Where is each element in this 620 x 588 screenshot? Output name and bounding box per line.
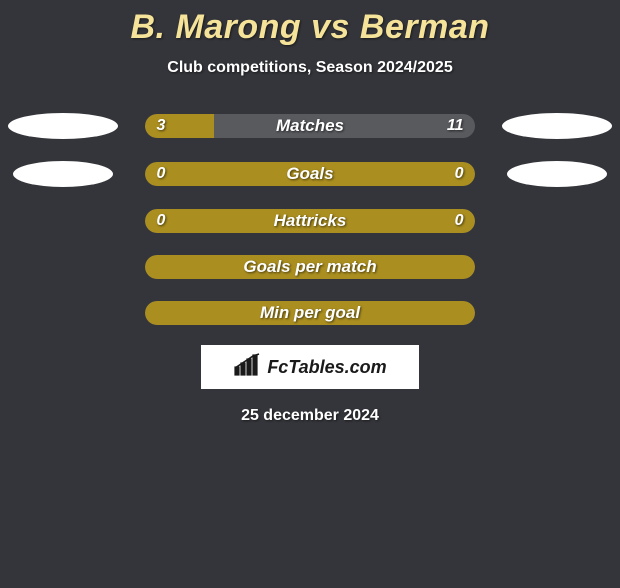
right-ellipse-holder [493,161,620,187]
stat-bar: Goals per match [145,255,476,279]
stat-bar-label: Min per goal [260,303,360,323]
branding-text: FcTables.com [267,357,386,378]
stat-bar: Matches 3 11 [145,114,476,138]
stat-value-right: 0 [455,165,464,183]
stat-bar-fill [145,114,214,138]
stat-row: Goals 0 0 [0,161,620,187]
player-ellipse-left [8,113,118,139]
player-ellipse-right [507,161,607,187]
chart-icon [233,353,261,382]
stat-value-right: 0 [455,212,464,230]
stat-bar: Goals 0 0 [145,162,476,186]
page-subtitle: Club competitions, Season 2024/2025 [0,59,620,77]
left-ellipse-holder [0,113,127,139]
stat-bar-label: Goals per match [243,257,376,277]
stat-bar-label: Goals [286,164,333,184]
player-ellipse-left [13,161,113,187]
page-title: B. Marong vs Berman [0,8,620,47]
player-ellipse-right [502,113,612,139]
stat-bar-label: Matches [276,116,344,136]
stat-row: Hattricks 0 0 [0,209,620,233]
chart-icon-svg [233,353,261,377]
stat-value-left: 0 [157,165,166,183]
left-ellipse-holder [0,161,127,187]
stat-value-left: 0 [157,212,166,230]
stat-row: Min per goal [0,301,620,325]
stat-value-left: 3 [157,117,166,135]
stat-row: Matches 3 11 [0,113,620,139]
right-ellipse-holder [493,113,620,139]
date-label: 25 december 2024 [0,407,620,425]
branding-box: FcTables.com [201,345,419,389]
stat-row: Goals per match [0,255,620,279]
stat-value-right: 11 [447,117,464,135]
stat-bar: Hattricks 0 0 [145,209,476,233]
comparison-bars: Matches 3 11 Goals 0 0 Hattricks 0 0 Goals per ma… [0,113,620,325]
stat-bar-label: Hattricks [274,211,347,231]
stat-bar: Min per goal [145,301,476,325]
